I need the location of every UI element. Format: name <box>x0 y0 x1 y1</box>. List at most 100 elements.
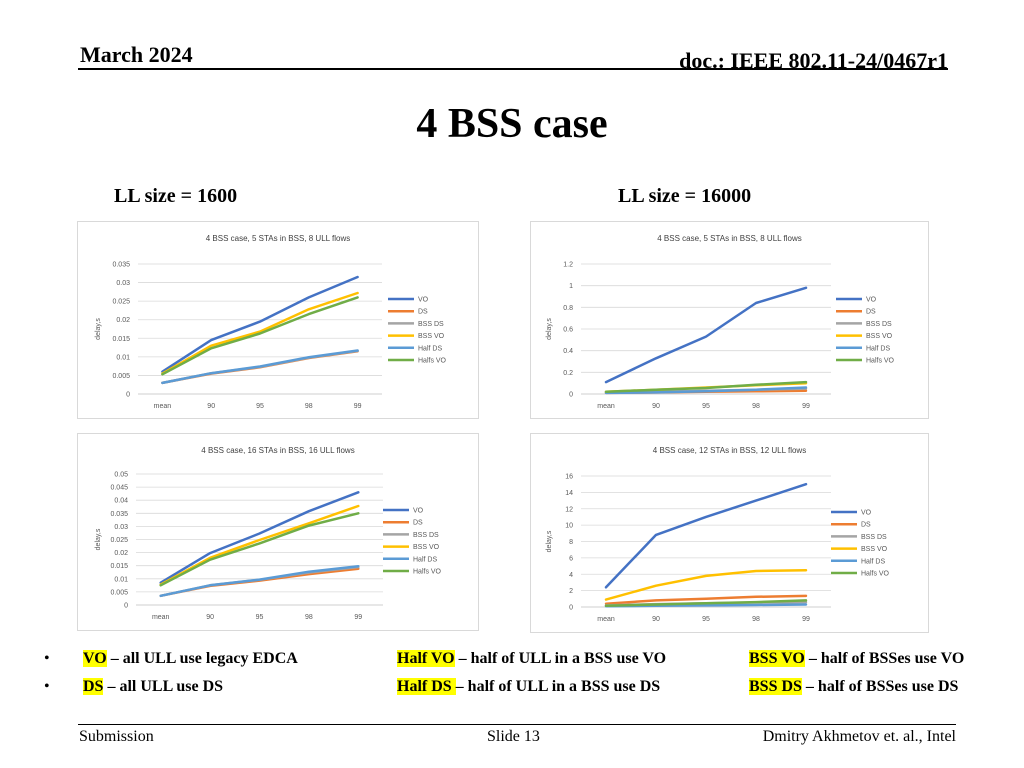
footer-submission: Submission <box>79 728 154 745</box>
note-bss-vo-key: BSS VO <box>749 650 805 667</box>
series-line-ds <box>604 594 808 605</box>
header-date: March 2024 <box>80 42 193 67</box>
y-axis-label: delay,s <box>95 318 102 340</box>
x-tick-label: 98 <box>752 403 760 410</box>
note-bss-vo: BSS VO – half of BSSes use VO <box>749 650 964 668</box>
y-tick-label: 8 <box>569 539 573 546</box>
y-tick-label: 0.015 <box>112 336 130 343</box>
y-tick-label: 1.2 <box>563 262 573 269</box>
series-line-vo <box>604 286 808 384</box>
series-line-bss-vo <box>604 568 808 601</box>
x-tick-label: mean <box>152 614 170 621</box>
series-line-halfs-vo <box>159 512 360 587</box>
legend-label-bss-vo: BSS VO <box>866 333 893 340</box>
subtitle-right: LL size = 16000 <box>618 185 752 207</box>
series-line-bss-vo <box>159 504 360 586</box>
y-tick-label: 6 <box>569 555 573 562</box>
chart-2: 4 BSS case, 5 STAs in BSS, 8 ULL flows 0 0… <box>530 221 929 419</box>
y-tick-label: 0 <box>124 603 128 610</box>
x-tick-label: 99 <box>354 614 362 621</box>
note-half-ds-key: Half DS <box>397 678 456 695</box>
y-tick-label: 0.03 <box>114 524 128 531</box>
legend-label-halfs-vo: Halfs VO <box>861 571 890 578</box>
series-line-half-ds <box>161 349 359 385</box>
legend-label-halfs-vo: Halfs VO <box>866 358 895 365</box>
legend-label-halfs-vo: Halfs VO <box>418 358 447 365</box>
footer-slide-number: Slide 13 <box>487 728 540 745</box>
legend-label-half-ds: Half DS <box>413 556 437 563</box>
header-divider <box>78 68 948 70</box>
y-tick-label: 0.015 <box>110 563 128 570</box>
series-line-halfs-vo <box>604 380 808 394</box>
y-tick-label: 0.4 <box>563 348 573 355</box>
y-tick-label: 0.01 <box>114 576 128 583</box>
x-tick-label: 95 <box>702 403 710 410</box>
series-line-vo <box>161 275 359 373</box>
legend-label-bss-vo: BSS VO <box>413 544 440 551</box>
series-line-bss-vo <box>161 291 359 375</box>
chart-4-svg: 4 BSS case, 12 STAs in BSS, 12 ULL flows… <box>546 446 890 623</box>
y-tick-label: 2 <box>569 588 573 595</box>
x-tick-label: mean <box>154 403 172 410</box>
x-tick-label: mean <box>597 403 615 410</box>
y-tick-label: 0.035 <box>112 262 130 269</box>
subtitle-left: LL size = 1600 <box>114 185 238 207</box>
note-bss-ds: BSS DS – half of BSSes use DS <box>749 678 958 696</box>
note-bss-vo-text: – half of BSSes use VO <box>804 650 965 667</box>
series-line-halfs-vo <box>161 296 359 376</box>
chart-1: 4 BSS case, 5 STAs in BSS, 8 ULL flows 0 0… <box>77 221 479 419</box>
chart-title: 4 BSS case, 12 STAs in BSS, 12 ULL flows <box>653 446 806 455</box>
note-half-vo: Half VO – half of ULL in a BSS use VO <box>397 650 666 668</box>
series-line-halfs-vo <box>604 599 808 608</box>
x-tick-label: 90 <box>206 614 214 621</box>
legend-label-ds: DS <box>418 309 428 316</box>
y-tick-label: 0.02 <box>116 317 130 324</box>
legend-label-bss-ds: BSS DS <box>861 534 887 541</box>
note-half-vo-text: – half of ULL in a BSS use VO <box>454 650 667 667</box>
y-tick-label: 1 <box>569 283 573 290</box>
note-bss-ds-key: BSS DS <box>749 678 802 695</box>
note-half-ds: Half DS – half of ULL in a BSS use DS <box>397 678 660 696</box>
note-half-vo-key: Half VO <box>397 650 455 667</box>
legend-label-bss-ds: BSS DS <box>866 321 892 328</box>
y-axis-label: delay,s <box>95 528 102 550</box>
note-ds-text: – all ULL use DS <box>103 678 224 695</box>
header-doc-id: doc.: IEEE 802.11-24/0467r1 <box>679 48 948 73</box>
x-tick-label: 90 <box>207 403 215 410</box>
y-tick-label: 0.04 <box>114 498 128 505</box>
chart-1-svg: 4 BSS case, 5 STAs in BSS, 8 ULL flows 0 0… <box>95 234 447 410</box>
bullet-1: • <box>44 650 50 667</box>
y-tick-label: 0.02 <box>114 550 128 557</box>
footer-author: Dmitry Akhmetov et. al., Intel <box>762 728 956 745</box>
y-tick-label: 0.8 <box>563 305 573 312</box>
legend-label-ds: DS <box>413 520 423 527</box>
y-tick-label: 14 <box>565 490 573 497</box>
slide-title: 4 BSS case <box>416 101 608 147</box>
legend-label-vo: VO <box>418 297 429 304</box>
y-tick-label: 0.025 <box>110 537 128 544</box>
chart-title: 4 BSS case, 5 STAs in BSS, 8 ULL flows <box>206 234 351 243</box>
note-bss-ds-text: – half of BSSes use DS <box>801 678 959 695</box>
y-tick-label: 0.01 <box>116 354 130 361</box>
x-tick-label: 95 <box>256 403 264 410</box>
series-line-half-ds <box>604 386 808 395</box>
note-vo: VO – all ULL use legacy EDCA <box>83 650 298 668</box>
x-tick-label: 99 <box>802 403 810 410</box>
y-tick-label: 16 <box>565 474 573 481</box>
series-line-vo <box>159 491 360 584</box>
chart-title: 4 BSS case, 5 STAs in BSS, 8 ULL flows <box>657 234 802 243</box>
y-tick-label: 10 <box>565 523 573 530</box>
x-tick-label: 99 <box>354 403 362 410</box>
legend-label-bss-ds: BSS DS <box>413 532 439 539</box>
legend-label-halfs-vo: Halfs VO <box>413 569 442 576</box>
note-half-ds-text: – half of ULL in a BSS use DS <box>455 678 661 695</box>
chart-2-svg: 4 BSS case, 5 STAs in BSS, 8 ULL flows 0 0… <box>546 234 895 410</box>
y-tick-label: 4 <box>569 572 573 579</box>
y-tick-label: 0 <box>569 392 573 399</box>
x-tick-label: mean <box>597 616 615 623</box>
chart-3-svg: 4 BSS case, 16 STAs in BSS, 16 ULL flows… <box>95 446 442 621</box>
x-tick-label: 90 <box>652 616 660 623</box>
y-axis-label: delay,s <box>546 530 553 552</box>
x-tick-label: 95 <box>702 616 710 623</box>
legend-label-half-ds: Half DS <box>861 558 885 565</box>
